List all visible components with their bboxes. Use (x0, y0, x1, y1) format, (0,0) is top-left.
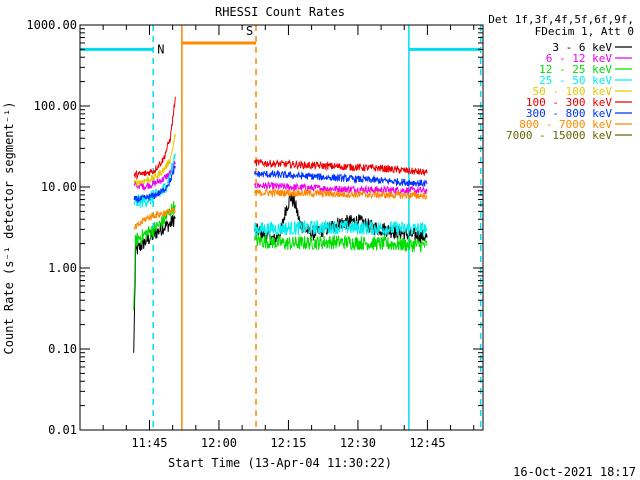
chart-title: RHESSI Count Rates (215, 5, 345, 19)
plot-area: NS (80, 24, 482, 430)
series-line (254, 219, 428, 238)
legend-entry-label: 12 - 25 keV (539, 63, 612, 76)
y-tick-label: 0.10 (48, 342, 77, 356)
x-tick-label: 12:00 (201, 436, 237, 450)
legend-header-line-2: FDecim 1, Att 0 (535, 25, 634, 38)
y-tick-label: 1000.00 (26, 18, 77, 32)
attenuator-label: S (246, 24, 253, 38)
series-line (254, 169, 428, 187)
y-tick-label: 100.00 (34, 99, 77, 113)
series-line (133, 214, 176, 353)
legend-entry-label: 300 - 800 keV (526, 107, 612, 120)
plot-frame (79, 24, 484, 431)
x-tick-label: 12:15 (270, 436, 306, 450)
y-tick-label: 0.01 (48, 423, 77, 437)
legend-entry-label: 6 - 12 keV (546, 52, 613, 65)
y-axis-label: Count Rate (s⁻¹ detector segment⁻¹) (2, 102, 16, 355)
x-axis: 11:45 12:00 12:15 12:30 12:45 (102, 25, 475, 450)
x-tick-label: 11:45 (131, 436, 167, 450)
y-tick-label: 1.00 (48, 261, 77, 275)
legend-entry-label: 50 - 100 keV (533, 85, 613, 98)
legend-entry-label: 25 - 50 keV (539, 74, 612, 87)
legend-entry-label: 3 - 6 keV (552, 41, 612, 54)
legend-entry-label: 800 - 7000 keV (519, 118, 612, 131)
legend-header-line-1: Det 1f,3f,4f,5f,6f,9f, (488, 13, 634, 26)
series-line (133, 160, 176, 192)
footer-timestamp: 16-Oct-2021 18:17 (513, 465, 636, 479)
series-line (133, 165, 176, 203)
legend-entry-label: 100 - 300 keV (526, 96, 612, 109)
series-line (133, 134, 176, 187)
series-line (133, 96, 176, 181)
attenuator-label: N (157, 42, 164, 56)
x-axis-label: Start Time (13-Apr-04 11:30:22) (168, 456, 392, 470)
legend-entry-label: 7000 - 15000 keV (506, 129, 612, 142)
series-line (254, 187, 428, 200)
series-line (254, 158, 428, 176)
series-line (254, 234, 428, 253)
y-tick-label: 10.00 (41, 180, 77, 194)
series-line (133, 207, 176, 230)
x-tick-label: 12:30 (340, 436, 376, 450)
y-axis: 0.01 0.10 1.00 10.00 100.00 1000.00 (26, 18, 483, 437)
legend: Det 1f,3f,4f,5f,6f,9f, FDecim 1, Att 0 3… (488, 13, 634, 142)
x-tick-label: 12:45 (409, 436, 445, 450)
